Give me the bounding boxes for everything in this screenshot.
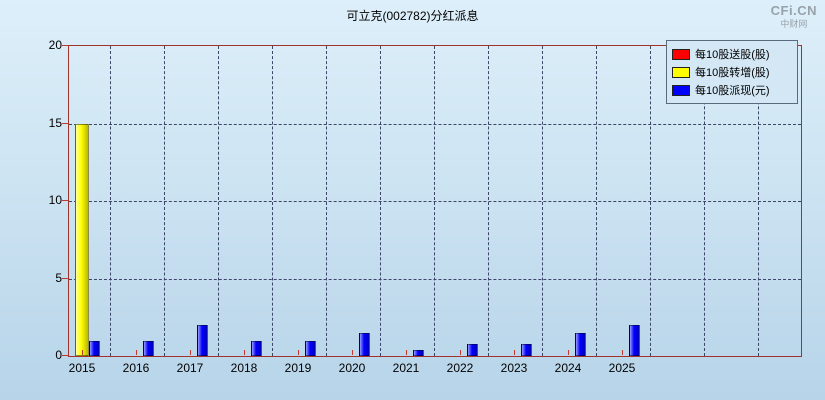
legend-label-transfer-shares: 每10股转增(股) <box>695 67 770 79</box>
y-axis-tick <box>62 122 68 124</box>
gridline-v <box>434 46 435 356</box>
x-axis-tick <box>406 350 407 355</box>
x-axis-tick <box>82 350 83 355</box>
gridline-v <box>110 46 111 356</box>
x-axis-tick <box>190 350 191 355</box>
plot-area <box>68 45 802 357</box>
y-axis-label: 5 <box>55 270 62 285</box>
x-axis-tick <box>136 350 137 355</box>
gridline-v <box>596 46 597 356</box>
y-axis-label: 10 <box>48 193 62 207</box>
y-axis-label: 20 <box>48 38 62 52</box>
bar-cash-2015 <box>89 340 100 356</box>
gridline-v <box>380 46 381 356</box>
gridline-v <box>164 46 165 356</box>
legend-swatch-red <box>672 48 690 60</box>
bar-cash-2017 <box>197 325 208 356</box>
gridline-v <box>758 46 759 356</box>
chart-title: 可立克(002782)分红派息 <box>346 9 479 23</box>
cfi-logo-text: CFi.CN <box>770 3 817 18</box>
x-axis-label: 2023 <box>500 361 528 375</box>
x-axis-label: 2024 <box>554 361 582 375</box>
cfi-logo-subtext: 中财网 <box>780 18 808 29</box>
x-axis-label: 2022 <box>446 361 474 375</box>
gridline-v <box>542 46 543 356</box>
bar-cash-2022 <box>467 343 478 356</box>
gridline-h <box>69 123 801 125</box>
gridline-v <box>488 46 489 356</box>
legend-item-send-shares: 每10股送股(股) <box>672 46 792 62</box>
bar-cash-2025 <box>629 325 640 356</box>
x-axis-label: 2019 <box>284 361 312 375</box>
legend-label-cash-dividend: 每10股派现(元) <box>695 85 770 97</box>
y-axis-label: 15 <box>48 115 62 130</box>
bar-cash-2018 <box>251 340 262 356</box>
y-axis-tick <box>62 200 68 201</box>
x-axis-label: 2025 <box>608 361 636 375</box>
y-axis-tick <box>62 277 68 279</box>
x-axis-label: 2017 <box>176 361 204 375</box>
y-axis-tick <box>62 45 68 46</box>
y-axis-tick <box>62 355 68 356</box>
bar-transfer-2015 <box>75 123 89 356</box>
bar-cash-2023 <box>521 343 532 356</box>
bar-cash-2019 <box>305 340 316 356</box>
x-axis-label: 2021 <box>392 361 420 375</box>
gridline-h <box>69 201 801 202</box>
x-axis-label: 2020 <box>338 361 366 375</box>
x-axis-tick <box>514 350 515 355</box>
bar-cash-2020 <box>359 332 370 356</box>
x-axis-tick <box>244 350 245 355</box>
gridline-v <box>218 46 219 356</box>
legend-item-transfer-shares: 每10股转增(股) <box>672 64 792 80</box>
gridline-v <box>650 46 651 356</box>
legend-item-cash-dividend: 每10股派现(元) <box>672 82 792 98</box>
cfi-logo: CFi.CN 中财网 <box>770 3 817 29</box>
x-axis-label: 2015 <box>68 361 96 375</box>
x-axis-label: 2016 <box>122 361 150 375</box>
x-axis-tick <box>298 350 299 355</box>
legend: 每10股送股(股) 每10股转增(股) 每10股派现(元) <box>666 40 798 104</box>
y-axis-label: 0 <box>55 348 62 362</box>
x-axis-label: 2018 <box>230 361 258 375</box>
bar-cash-2016 <box>143 340 154 356</box>
x-axis-tick <box>622 350 623 355</box>
gridline-v <box>704 46 705 356</box>
bar-cash-2021 <box>413 349 424 356</box>
x-axis-tick <box>568 350 569 355</box>
legend-label-send-shares: 每10股送股(股) <box>695 49 770 61</box>
bar-cash-2024 <box>575 332 586 356</box>
legend-swatch-blue <box>672 84 690 96</box>
gridline-v <box>326 46 327 356</box>
legend-swatch-yellow <box>672 66 690 78</box>
x-axis-tick <box>460 350 461 355</box>
gridline-h <box>69 278 801 280</box>
gridline-v <box>272 46 273 356</box>
x-axis-tick <box>352 350 353 355</box>
